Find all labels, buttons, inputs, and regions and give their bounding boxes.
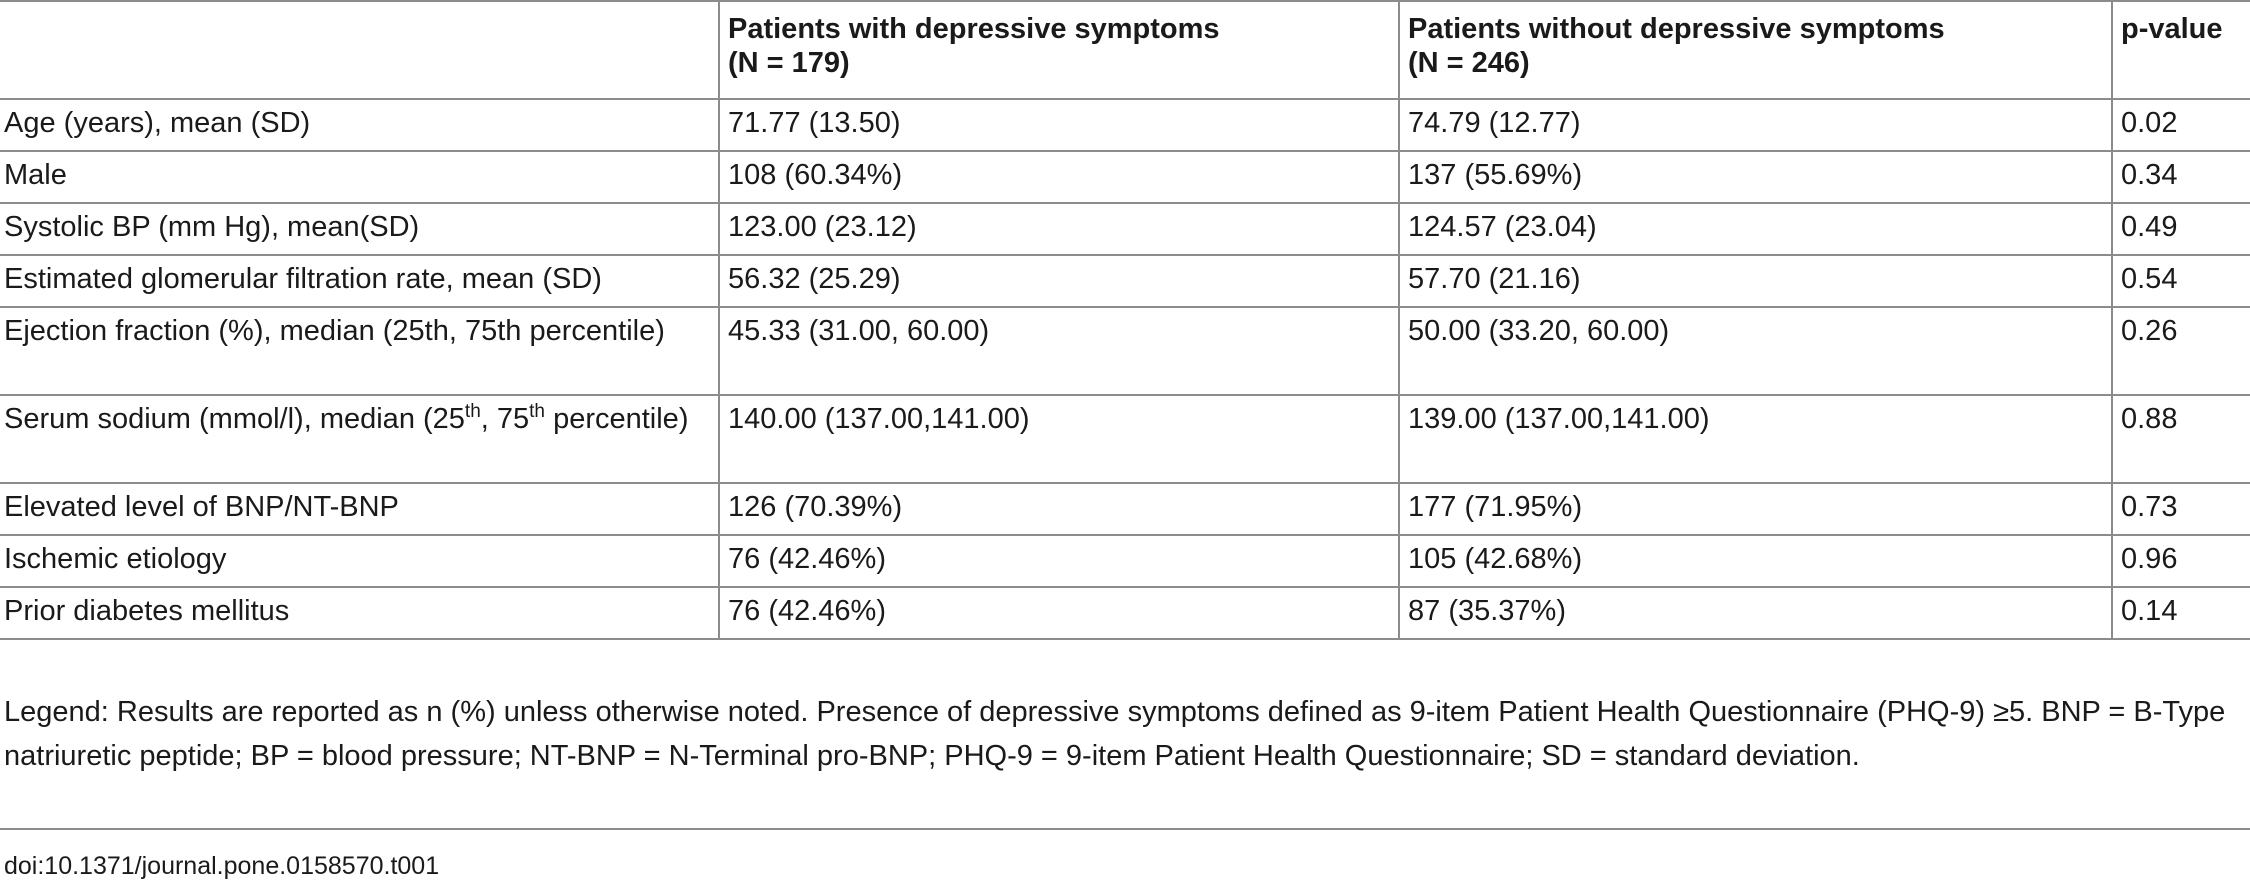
cell-with-depressive: 76 (42.46%)	[718, 534, 1400, 588]
cell-p-value: 0.26	[2111, 306, 2250, 396]
table-row: Systolic BP (mm Hg), mean(SD) 123.00 (23…	[0, 202, 2250, 256]
header-with-depressive-title: Patients with depressive symptoms	[728, 13, 1220, 45]
cell-characteristic: Age (years), mean (SD)	[0, 98, 720, 152]
cell-without-depressive: 139.00 (137.00,141.00)	[1398, 394, 2113, 484]
cell-p-value: 0.96	[2111, 534, 2250, 588]
header-without-depressive-title: Patients without depressive symptoms	[1408, 13, 1945, 45]
cell-p-value: 0.34	[2111, 150, 2250, 204]
characteristic-text: , 75	[480, 403, 530, 435]
header-without-depressive-count: (N = 246)	[1408, 47, 1530, 79]
results-table-container: Patients with depressive symptoms (N = 1…	[0, 0, 2250, 640]
cell-characteristic: Serum sodium (mmol/l), median (25th, 75t…	[0, 394, 720, 484]
table-row: Estimated glomerular filtration rate, me…	[0, 254, 2250, 308]
doi-link[interactable]: doi:10.1371/journal.pone.0158570.t001	[4, 852, 440, 880]
table-row: Age (years), mean (SD) 71.77 (13.50) 74.…	[0, 98, 2250, 152]
cell-without-depressive: 57.70 (21.16)	[1398, 254, 2113, 308]
table-header-row: Patients with depressive symptoms (N = 1…	[0, 0, 2250, 100]
cell-with-depressive: 76 (42.46%)	[718, 586, 1400, 640]
cell-p-value: 0.88	[2111, 394, 2250, 484]
header-with-depressive: Patients with depressive symptoms (N = 1…	[718, 0, 1400, 100]
characteristic-text: percentile)	[545, 403, 689, 435]
table-legend: Legend: Results are reported as n (%) un…	[4, 696, 2226, 772]
superscript-ordinal: th	[529, 401, 546, 422]
characteristic-text: Serum sodium (mmol/l), median (25	[4, 403, 465, 435]
superscript-ordinal: th	[464, 401, 481, 422]
cell-characteristic: Prior diabetes mellitus	[0, 586, 720, 640]
cell-characteristic: Male	[0, 150, 720, 204]
cell-with-depressive: 140.00 (137.00,141.00)	[718, 394, 1400, 484]
cell-with-depressive: 126 (70.39%)	[718, 482, 1400, 536]
table-row: Serum sodium (mmol/l), median (25th, 75t…	[0, 394, 2250, 484]
cell-characteristic: Systolic BP (mm Hg), mean(SD)	[0, 202, 720, 256]
table-row: Ejection fraction (%), median (25th, 75t…	[0, 306, 2250, 396]
cell-p-value: 0.73	[2111, 482, 2250, 536]
table-row: Male 108 (60.34%) 137 (55.69%) 0.34	[0, 150, 2250, 204]
header-characteristic	[0, 0, 720, 100]
table-row: Ischemic etiology 76 (42.46%) 105 (42.68…	[0, 534, 2250, 588]
cell-p-value: 0.02	[2111, 98, 2250, 152]
table-row: Elevated level of BNP/NT-BNP 126 (70.39%…	[0, 482, 2250, 536]
cell-without-depressive: 137 (55.69%)	[1398, 150, 2113, 204]
cell-p-value: 0.14	[2111, 586, 2250, 640]
cell-characteristic: Ischemic etiology	[0, 534, 720, 588]
cell-with-depressive: 56.32 (25.29)	[718, 254, 1400, 308]
cell-characteristic: Estimated glomerular filtration rate, me…	[0, 254, 720, 308]
cell-characteristic: Ejection fraction (%), median (25th, 75t…	[0, 306, 720, 396]
cell-p-value: 0.54	[2111, 254, 2250, 308]
table-row: Prior diabetes mellitus 76 (42.46%) 87 (…	[0, 586, 2250, 640]
cell-without-depressive: 74.79 (12.77)	[1398, 98, 2113, 152]
header-with-depressive-count: (N = 179)	[728, 47, 850, 79]
cell-p-value: 0.49	[2111, 202, 2250, 256]
cell-characteristic: Elevated level of BNP/NT-BNP	[0, 482, 720, 536]
cell-without-depressive: 105 (42.68%)	[1398, 534, 2113, 588]
cell-with-depressive: 45.33 (31.00, 60.00)	[718, 306, 1400, 396]
cell-with-depressive: 108 (60.34%)	[718, 150, 1400, 204]
cell-without-depressive: 50.00 (33.20, 60.00)	[1398, 306, 2113, 396]
cell-with-depressive: 123.00 (23.12)	[718, 202, 1400, 256]
results-table: Patients with depressive symptoms (N = 1…	[0, 0, 2250, 640]
footer-divider	[0, 828, 2250, 830]
cell-with-depressive: 71.77 (13.50)	[718, 98, 1400, 152]
cell-without-depressive: 124.57 (23.04)	[1398, 202, 2113, 256]
header-p-value: p-value	[2111, 0, 2250, 100]
header-without-depressive: Patients without depressive symptoms (N …	[1398, 0, 2113, 100]
cell-without-depressive: 87 (35.37%)	[1398, 586, 2113, 640]
cell-without-depressive: 177 (71.95%)	[1398, 482, 2113, 536]
